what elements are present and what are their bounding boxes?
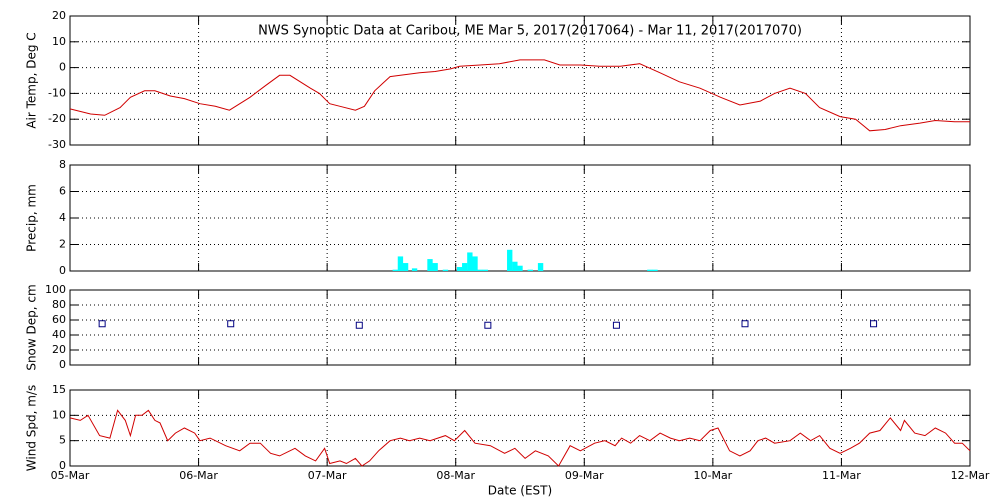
y-tick-label: 5 bbox=[59, 434, 66, 447]
precip-bar bbox=[477, 269, 483, 271]
y-tick-label: 15 bbox=[52, 383, 66, 396]
precip-bar bbox=[462, 263, 468, 271]
y-axis-label: Wind Spd, m/s bbox=[25, 385, 39, 471]
y-tick-label: 20 bbox=[52, 9, 66, 22]
data-point bbox=[741, 320, 749, 328]
y-tick-label: 20 bbox=[52, 343, 66, 356]
y-tick-label: 10 bbox=[52, 408, 66, 421]
y-tick-label: 0 bbox=[59, 358, 66, 371]
y-tick-label: 6 bbox=[59, 185, 66, 198]
data-point bbox=[227, 320, 235, 328]
x-tick-label: 12-Mar bbox=[951, 469, 990, 482]
y-tick-label: 0 bbox=[59, 264, 66, 277]
panel-frame bbox=[69, 289, 971, 366]
precip-bar bbox=[402, 263, 409, 271]
y-tick-label: 8 bbox=[59, 158, 66, 171]
y-tick-label: 4 bbox=[59, 211, 66, 224]
y-axis-label: Air Temp, Deg C bbox=[25, 32, 39, 128]
precip-bar bbox=[517, 265, 523, 271]
data-line bbox=[69, 409, 971, 467]
x-tick-label: 05-Mar bbox=[51, 469, 90, 482]
x-tick-label: 09-Mar bbox=[565, 469, 604, 482]
precip-bar bbox=[652, 269, 658, 271]
x-tick-label: 08-Mar bbox=[436, 469, 475, 482]
precip-bar bbox=[397, 256, 404, 271]
x-tick-label: 10-Mar bbox=[693, 469, 732, 482]
y-tick-label: 10 bbox=[52, 35, 66, 48]
x-tick-label: 06-Mar bbox=[179, 469, 218, 482]
precip-bar bbox=[647, 269, 653, 271]
precip-bar bbox=[427, 259, 433, 271]
y-tick-label: -30 bbox=[48, 138, 66, 151]
data-point bbox=[98, 320, 106, 328]
chart-title: NWS Synoptic Data at Caribou, ME Mar 5, … bbox=[258, 24, 802, 39]
y-tick-label: -10 bbox=[48, 86, 66, 99]
y-tick-label: -20 bbox=[48, 112, 66, 125]
y-axis-label: Snow Dep, cm bbox=[25, 284, 39, 370]
y-tick-label: 80 bbox=[52, 298, 66, 311]
y-tick-label: 40 bbox=[52, 328, 66, 341]
precip-bar bbox=[411, 268, 418, 271]
data-point bbox=[484, 321, 492, 329]
precip-bar bbox=[482, 269, 488, 271]
x-tick-label: 07-Mar bbox=[308, 469, 347, 482]
precip-bar bbox=[507, 249, 513, 271]
data-point bbox=[870, 320, 878, 328]
precip-bar bbox=[527, 269, 533, 271]
precip-bar bbox=[392, 269, 398, 271]
x-tick-label: 11-Mar bbox=[822, 469, 861, 482]
y-tick-label: 0 bbox=[59, 459, 66, 472]
data-point bbox=[612, 321, 620, 329]
y-tick-label: 2 bbox=[59, 238, 66, 251]
precip-bar bbox=[442, 269, 449, 271]
panel-frame bbox=[69, 389, 971, 467]
precip-bar bbox=[512, 261, 518, 271]
x-axis-label: Date (EST) bbox=[488, 484, 552, 498]
precip-bar bbox=[432, 263, 438, 271]
precip-bar bbox=[472, 256, 478, 271]
y-axis-label: Precip, mm bbox=[25, 184, 39, 252]
precip-bar bbox=[456, 267, 463, 271]
y-tick-label: 100 bbox=[45, 283, 66, 296]
y-tick-label: 60 bbox=[52, 313, 66, 326]
data-line bbox=[69, 59, 970, 132]
y-tick-label: 0 bbox=[59, 61, 66, 74]
data-point bbox=[355, 321, 363, 329]
precip-bar bbox=[537, 263, 544, 271]
precip-bar bbox=[467, 252, 473, 271]
